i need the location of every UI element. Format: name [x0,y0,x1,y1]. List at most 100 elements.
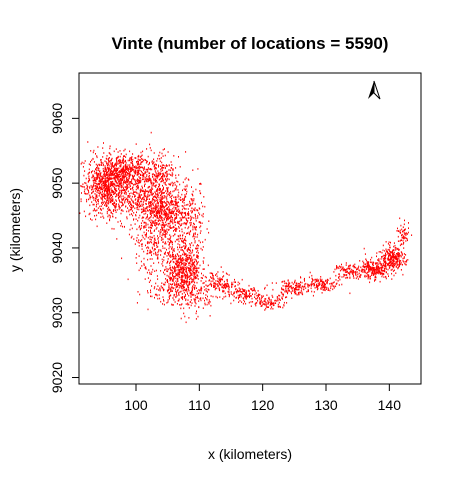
data-point [186,232,188,235]
data-point [192,264,194,266]
data-point [123,181,125,183]
data-point [128,195,130,197]
data-point [350,268,352,271]
data-point [145,171,147,173]
data-point [83,162,85,164]
data-point [99,180,101,183]
data-point [163,233,165,236]
data-point [236,291,238,294]
data-point [394,257,396,260]
data-point [143,159,145,162]
data-point [170,192,172,195]
data-point [162,204,164,206]
data-point [226,282,228,285]
data-point [372,268,374,271]
data-point [179,285,181,287]
data-point [259,300,261,303]
data-point [146,216,148,219]
data-point [153,174,155,176]
data-point [142,178,143,181]
data-point [243,289,245,291]
data-point [260,299,262,301]
data-point [192,294,194,296]
data-point [390,264,392,267]
data-point [117,175,119,177]
data-point [183,242,185,244]
data-point [121,192,122,195]
data-point [134,243,136,245]
data-point [90,171,92,174]
data-point [174,233,176,236]
data-point [153,201,155,204]
data-point [237,281,239,284]
data-point [295,292,297,295]
data-point [218,281,220,283]
data-point [128,173,130,175]
y-tick-label: 9030 [49,297,65,328]
data-point [126,167,128,170]
data-point [88,178,90,180]
data-point [118,203,120,206]
data-point [150,182,152,185]
data-point [367,276,369,279]
data-point [190,217,192,220]
data-point [164,273,166,276]
data-point [142,205,144,207]
data-point [138,242,140,244]
data-point [160,270,162,272]
data-point [155,209,157,212]
data-point [163,218,165,221]
data-point [124,165,126,168]
data-point [168,213,170,216]
data-point [193,276,195,279]
data-point [179,257,181,260]
data-point [163,210,165,213]
data-point [182,269,184,272]
data-point [95,178,97,180]
data-point [195,297,197,299]
data-point [137,166,139,169]
data-point [156,160,158,162]
data-point [318,284,320,286]
data-point [349,273,351,276]
data-point [143,178,145,180]
data-point [168,283,170,285]
data-point [177,265,179,268]
data-point [161,234,163,237]
data-point [193,269,195,271]
data-point [95,190,97,192]
data-point [135,181,137,183]
data-point [131,199,133,201]
data-point [245,295,247,297]
data-point [177,280,179,282]
data-point [152,192,154,195]
data-point [228,287,230,289]
data-point [267,301,269,303]
data-point [165,242,167,245]
data-point [161,209,163,211]
data-point [100,175,102,178]
data-point [104,194,106,197]
data-point [153,214,155,216]
data-point [96,169,98,172]
data-point [198,244,200,247]
data-point [115,195,117,198]
data-point [382,249,384,252]
data-point [136,208,138,211]
data-point [99,183,101,186]
data-point [178,205,180,208]
data-point [180,270,182,273]
data-point [175,277,177,279]
data-point [160,250,162,253]
data-point [398,230,400,232]
data-point [96,178,98,180]
data-point [404,262,406,265]
data-point [201,222,203,224]
data-point [110,170,112,172]
data-point [160,300,162,303]
data-point [167,190,169,193]
data-point [167,238,169,240]
data-point [162,164,164,166]
data-point [389,250,391,252]
data-point [106,192,108,195]
